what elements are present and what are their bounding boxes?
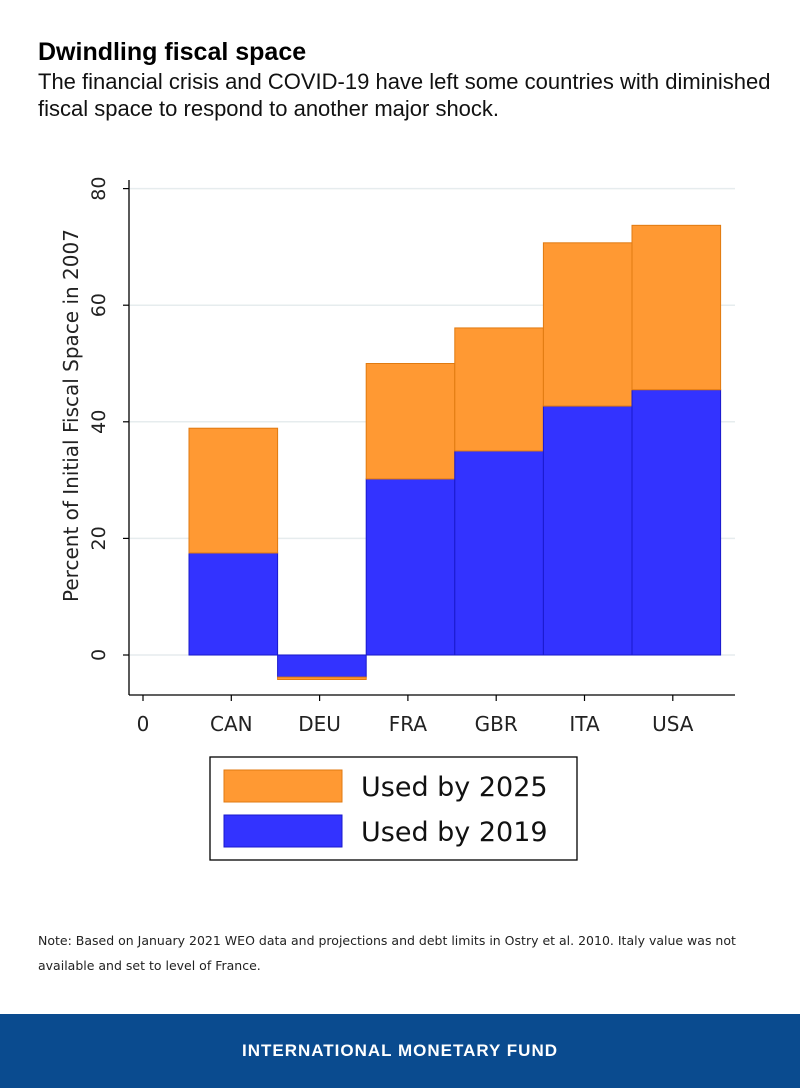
- bar-used-by-2019: [454, 450, 544, 656]
- y-tick-label: 20: [88, 526, 110, 550]
- x-tick-label: USA: [652, 712, 694, 736]
- bar-used-by-2025: [365, 363, 456, 480]
- bar-used-by-2025: [188, 427, 279, 554]
- bar-used-by-2019: [365, 478, 456, 656]
- legend-swatch-used-by-2025: [223, 769, 343, 803]
- x-tick-label: FRA: [389, 712, 428, 736]
- bar-used-by-2019: [631, 389, 722, 656]
- x-tick-label: ITA: [569, 712, 600, 736]
- bar-used-by-2025: [277, 676, 367, 680]
- bar-used-by-2025: [454, 327, 544, 452]
- stacked-bar-chart: 0 20 40 60 80 Percent of Initial Fiscal Space…: [59, 177, 735, 861]
- y-tick-label: 60: [88, 293, 110, 317]
- legend-label-used-by-2025: Used by 2025: [361, 772, 548, 803]
- y-tick-label: 40: [88, 410, 110, 434]
- bar-used-by-2019: [277, 654, 367, 678]
- x-tick-label: CAN: [210, 712, 253, 736]
- bar-used-by-2025: [631, 224, 722, 391]
- x-tick-label: GBR: [475, 712, 518, 736]
- legend-swatch-used-by-2019: [223, 814, 343, 848]
- x-tick-label: DEU: [298, 712, 341, 736]
- bar-used-by-2025: [542, 242, 633, 407]
- bar-used-by-2019: [542, 405, 633, 656]
- chart-title: Dwindling fiscal space: [38, 38, 307, 66]
- bar-used-by-2019: [188, 552, 279, 656]
- org-name: INTERNATIONAL MONETARY FUND: [242, 1041, 558, 1060]
- footer-bar: INTERNATIONAL MONETARY FUND: [0, 1014, 800, 1088]
- y-axis-title: Percent of Initial Fiscal Space in 2007: [59, 229, 83, 602]
- y-tick-label: 0: [88, 649, 110, 661]
- legend-label-used-by-2019: Used by 2019: [361, 817, 548, 848]
- chart-subtitle: The financial crisis and COVID-19 have l…: [38, 69, 771, 121]
- x-tick-label: 0: [137, 712, 150, 736]
- y-tick-label: 80: [88, 177, 110, 201]
- chart-note: Note: Based on January 2021 WEO data and…: [38, 933, 736, 973]
